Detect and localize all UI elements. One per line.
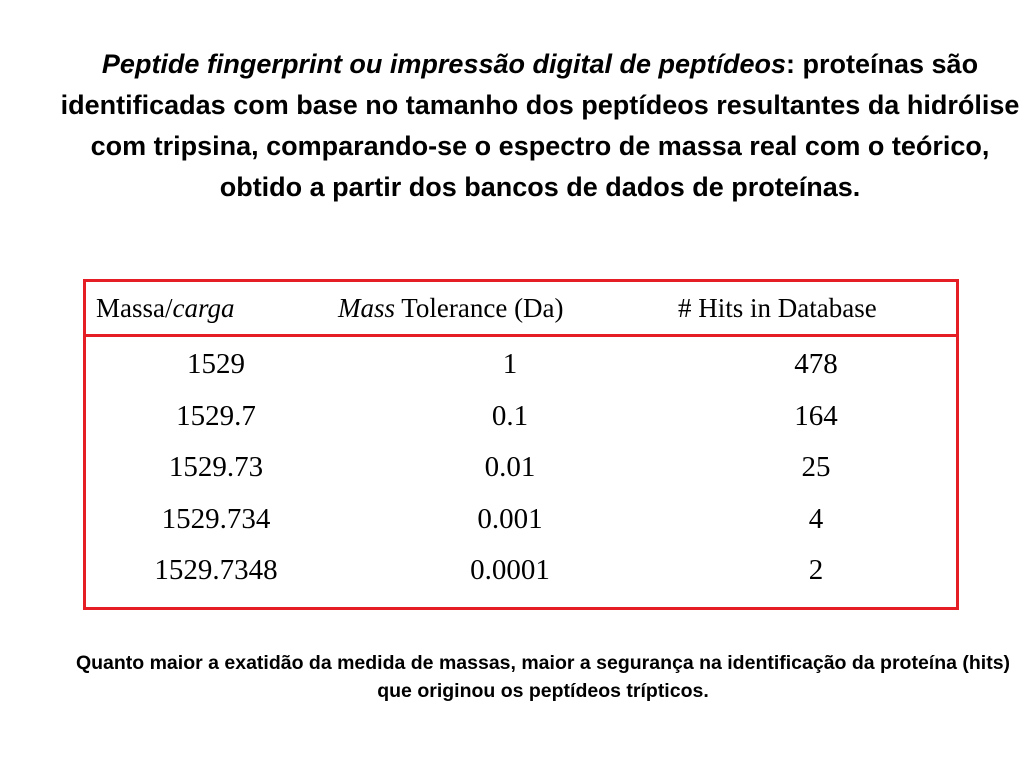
header-mass-label: Mass — [338, 293, 396, 323]
table-body: 1529 1 478 1529.7 0.1 164 1529.73 0.01 2… — [86, 348, 956, 606]
cell-hits: 164 — [794, 399, 838, 432]
mass-tolerance-table: Massa/carga Mass Tolerance (Da) # Hits i… — [83, 279, 959, 610]
cell-hits: 2 — [808, 554, 824, 586]
table-row: 1529.7 0.1 164 — [86, 400, 956, 452]
intro-text: : proteínas são identificadas com base n… — [60, 49, 1020, 202]
cell-massa: 1529.73 — [168, 451, 264, 483]
header-massa-carga: Massa/carga — [96, 293, 235, 324]
cell-massa: 1529.7348 — [154, 554, 278, 586]
header-hits: # Hits in Database — [678, 293, 877, 323]
conclusion-text: Quanto maior a exatidão da medida de mas… — [75, 652, 1011, 702]
cell-hits: 4 — [808, 502, 824, 535]
cell-tolerance: 1 — [502, 348, 518, 380]
cell-tolerance: 0.1 — [491, 399, 529, 432]
cell-massa: 1529 — [187, 348, 245, 380]
header-massa-label: Massa/ — [96, 293, 173, 323]
header-carga-label: carga — [172, 293, 235, 323]
cell-tolerance: 0.01 — [484, 451, 536, 483]
table-row: 1529.73 0.01 25 — [86, 451, 956, 503]
cell-hits: 25 — [801, 451, 831, 483]
cell-massa: 1529.734 — [161, 502, 271, 535]
cell-hits: 478 — [794, 348, 838, 380]
table-row: 1529.7348 0.0001 2 — [86, 554, 956, 606]
table-row: 1529.734 0.001 4 — [86, 503, 956, 555]
table-row: 1529 1 478 — [86, 348, 956, 400]
table-header: Massa/carga Mass Tolerance (Da) # Hits i… — [86, 282, 956, 337]
header-tolerance-label: Tolerance (Da) — [395, 293, 564, 323]
intro-term: Peptide fingerprint ou impressão digital… — [101, 49, 787, 79]
cell-tolerance: 0.0001 — [470, 554, 550, 586]
header-mass-tolerance: Mass Tolerance (Da) — [338, 293, 564, 324]
cell-massa: 1529.7 — [176, 399, 256, 432]
intro-paragraph: Peptide fingerprint ou impressão digital… — [60, 44, 1020, 208]
cell-tolerance: 0.001 — [477, 502, 543, 535]
